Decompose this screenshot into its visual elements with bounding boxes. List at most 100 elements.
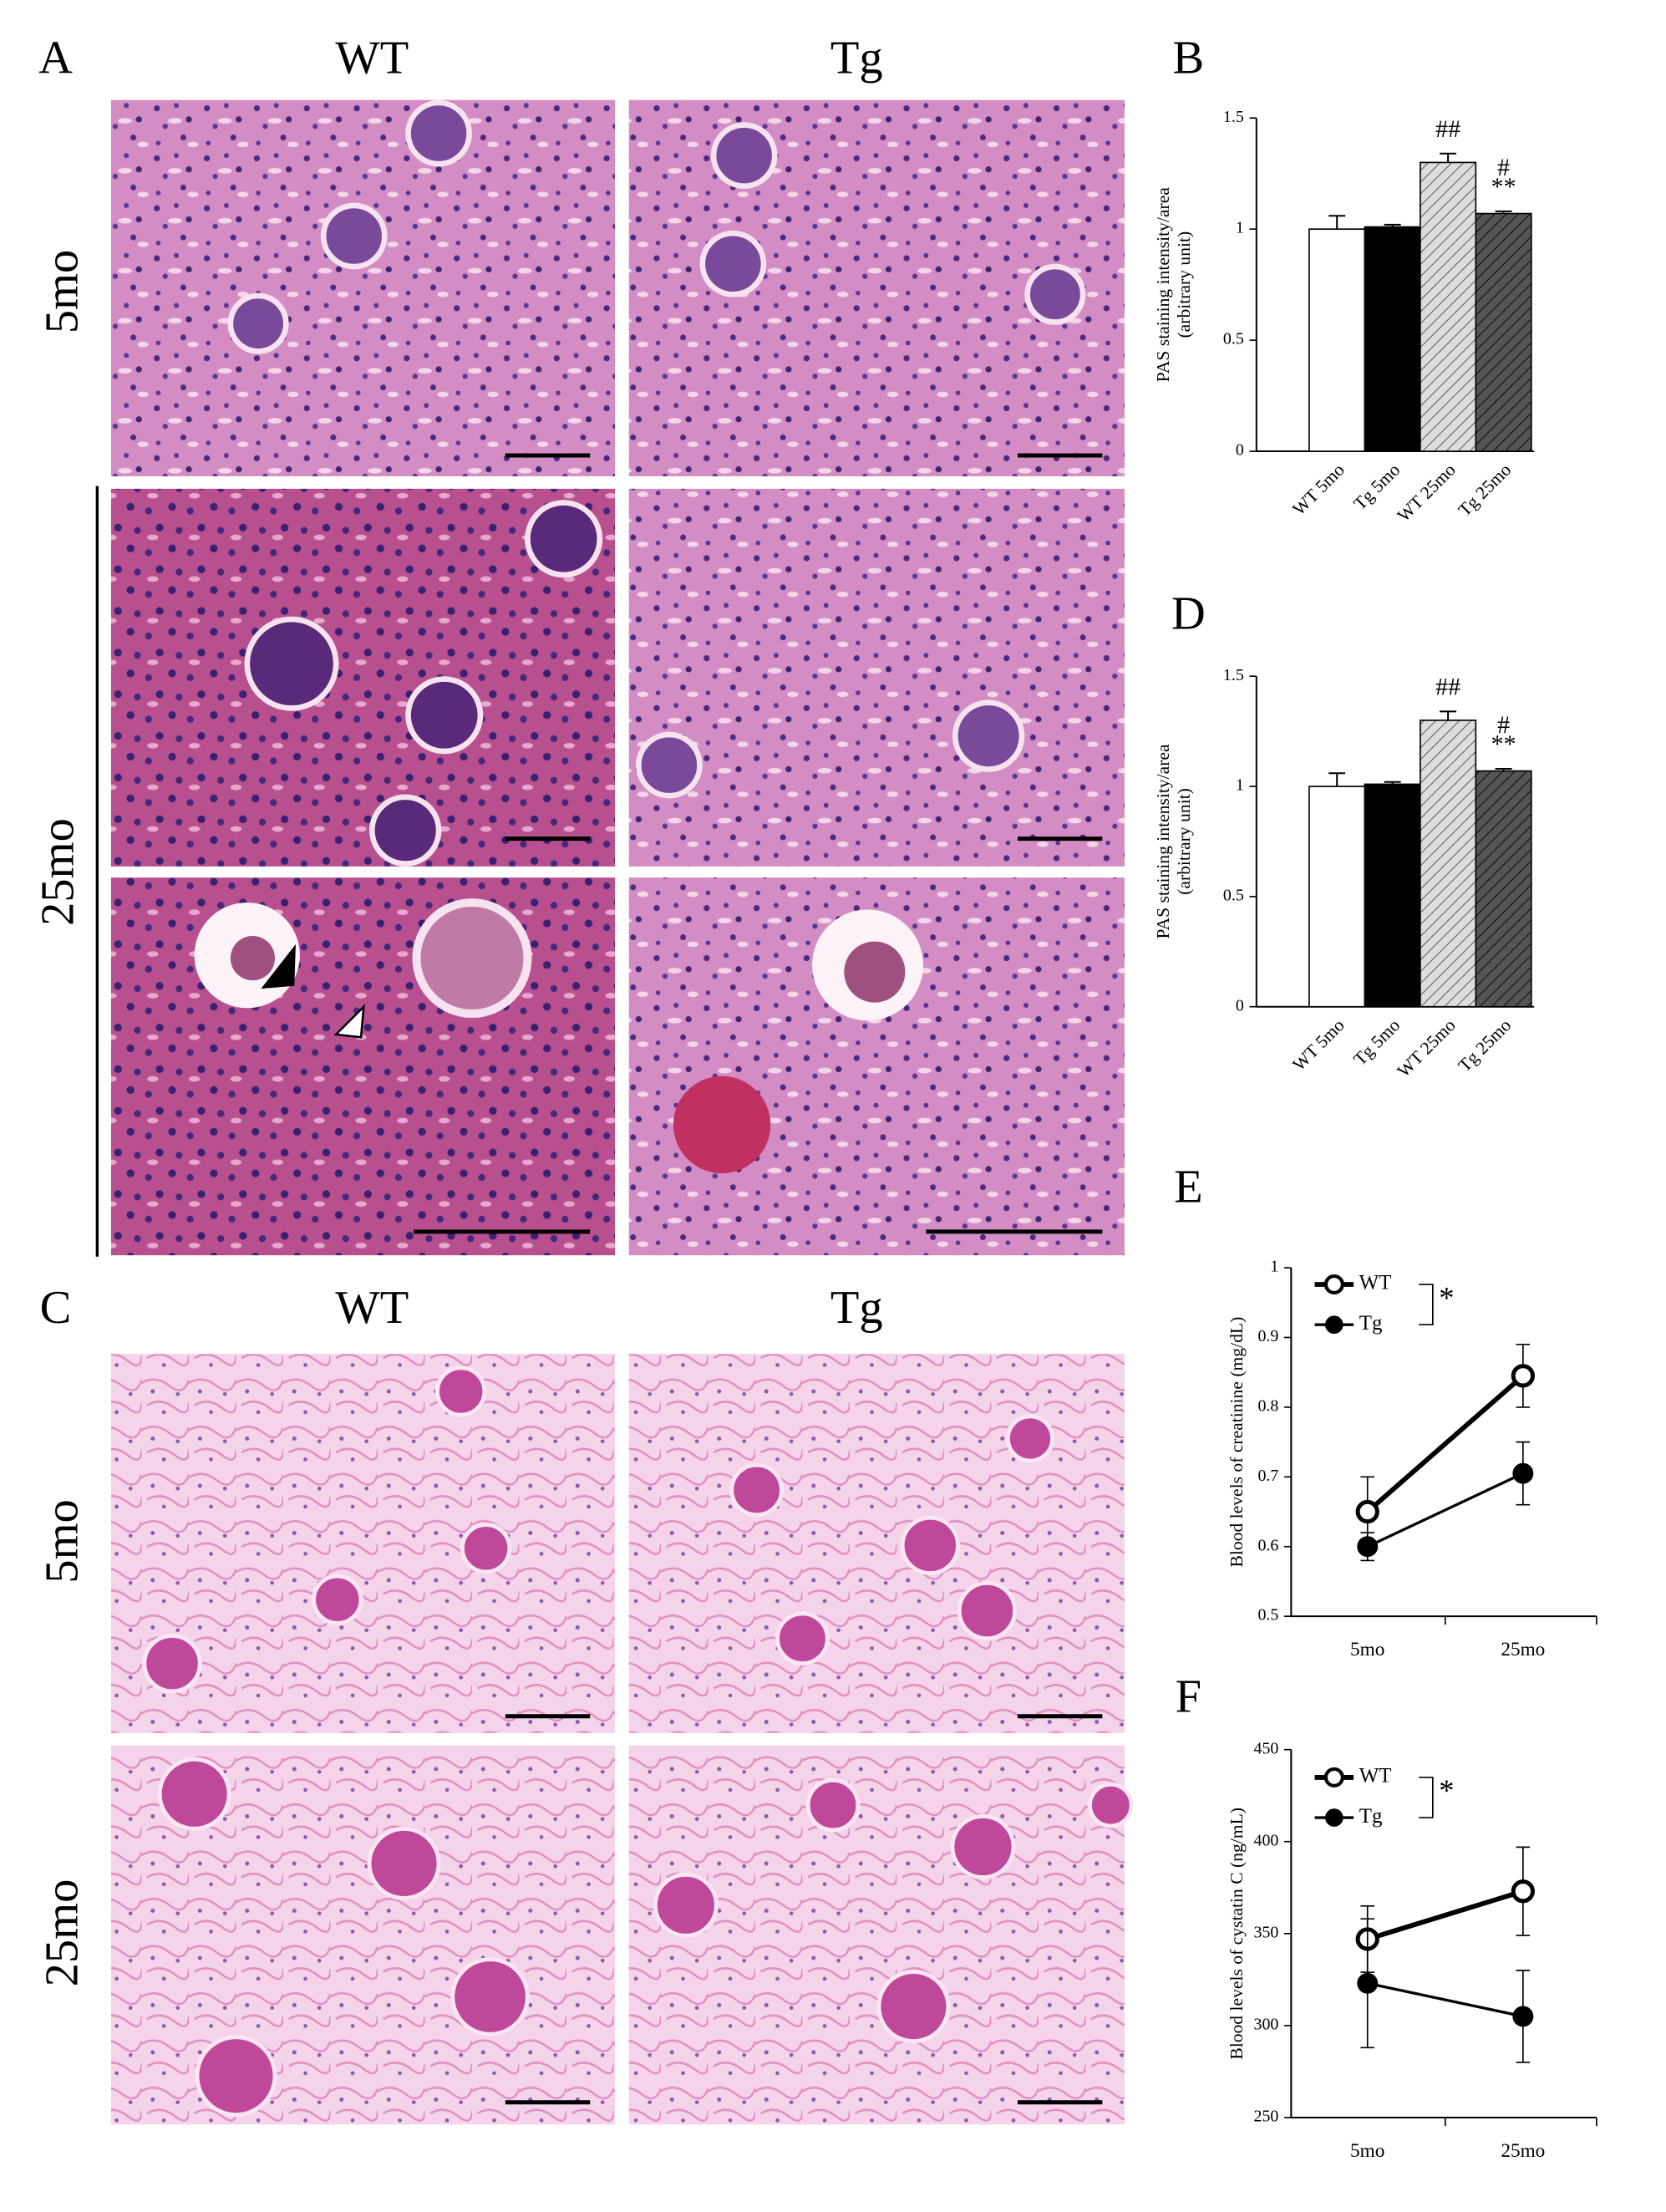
x-tick-label: WT 25mo: [1394, 1015, 1460, 1081]
significance: *: [1439, 1773, 1454, 1808]
error-bar: [1328, 215, 1346, 230]
row-label: 5mo: [37, 1499, 89, 1583]
error-bar: [1440, 710, 1457, 720]
y-tick-label: 0: [1236, 441, 1244, 460]
legend-label: Tg: [1359, 1312, 1383, 1335]
y-axis-label: PAS staining intensity/area: [1153, 744, 1173, 939]
y-tick-label: 0.7: [1257, 1467, 1278, 1485]
y-axis-label: Blood levels of cystatin C (ng/mL): [1227, 1808, 1247, 2060]
y-tick-label: 1: [1236, 219, 1244, 237]
bar-hatch: [1476, 770, 1531, 1007]
bar-hatch: [1420, 162, 1476, 452]
marker: [1357, 1972, 1379, 1994]
y-tick-label: 400: [1253, 1831, 1278, 1849]
error-bar: [1495, 210, 1512, 214]
bar-hatch: [1476, 213, 1531, 452]
legend-marker: [1323, 1767, 1344, 1787]
panel-label: E: [1174, 1162, 1203, 1213]
x-tick-label: 5mo: [1350, 1639, 1384, 1660]
bar-hatch: [1420, 720, 1476, 1007]
x-tick-label: 25mo: [1501, 2140, 1545, 2162]
micrograph: [110, 99, 616, 476]
legend-label: WT: [1359, 1765, 1392, 1787]
y-axis-label: Blood levels of creatinine (mg/dL): [1227, 1317, 1247, 1568]
panel-label: B: [1173, 33, 1205, 84]
x-tick-label: WT 5mo: [1288, 1015, 1348, 1075]
significance: *: [1439, 1280, 1454, 1314]
annotation: #: [1497, 154, 1510, 181]
scale-bars: [505, 1714, 1103, 2105]
annotation: **: [1491, 173, 1516, 201]
row-label: 5mo: [37, 250, 89, 333]
series-line: [1366, 1889, 1524, 1942]
x-tick-label: 5mo: [1350, 2140, 1384, 2162]
legend-bracket: [1419, 1284, 1434, 1326]
bar: [1364, 783, 1421, 1008]
legend-label: WT: [1359, 1272, 1392, 1294]
y-tick-label: 0.5: [1223, 330, 1244, 348]
error-bar: [1328, 772, 1346, 787]
x-tick-label: Tg 5mo: [1349, 1015, 1404, 1070]
y-tick-label: 0.5: [1223, 886, 1244, 904]
y-tick-label: 250: [1253, 2108, 1278, 2126]
legend-marker: [1325, 1808, 1343, 1827]
series-line: [1367, 1981, 1524, 2018]
x-tick-label: 25mo: [1501, 1639, 1545, 1660]
error-bar: [1384, 781, 1401, 785]
error-bar: [1440, 152, 1457, 163]
y-tick-label: 1: [1270, 1258, 1278, 1276]
legend-marker: [1325, 1315, 1343, 1335]
error-bar: [1495, 767, 1512, 771]
marker: [1512, 2006, 1534, 2027]
y-tick-label: 350: [1253, 1923, 1278, 1941]
column-label: Tg: [830, 33, 883, 84]
y-tick-label: 0.5: [1257, 1606, 1278, 1625]
x-tick-label: WT 5mo: [1288, 460, 1348, 519]
micrograph: [110, 877, 616, 1256]
y-axis-label: (arbitrary unit): [1174, 231, 1194, 338]
y-axis-label: (arbitrary unit): [1174, 788, 1194, 895]
annotation: **: [1491, 730, 1516, 758]
bar: [1308, 228, 1366, 452]
y-tick-label: 0.6: [1257, 1536, 1278, 1554]
micrograph: [628, 488, 1125, 867]
x-tick-label: Tg 5mo: [1349, 460, 1404, 514]
annotation: ##: [1435, 115, 1460, 143]
legend-bracket: [1419, 1777, 1434, 1818]
micrographs-C: [110, 1354, 1134, 2125]
marker: [1357, 1536, 1379, 1558]
legend-marker: [1323, 1274, 1344, 1295]
series-line: [1367, 1472, 1524, 1548]
column-label: WT: [335, 1282, 409, 1334]
error-bar: [1384, 223, 1401, 227]
marker: [1511, 1879, 1535, 1904]
x-tick-label: Tg 25mo: [1455, 1015, 1516, 1076]
x-tick-label: WT 25mo: [1394, 460, 1460, 526]
legend-label: Tg: [1359, 1805, 1383, 1828]
marker: [1512, 1462, 1534, 1484]
panel-label: F: [1176, 1670, 1201, 1722]
y-tick-label: 0.8: [1257, 1396, 1278, 1415]
y-tick-label: 0: [1236, 996, 1244, 1014]
y-tick-label: 1: [1236, 776, 1244, 795]
panel-label: D: [1171, 587, 1206, 639]
bar: [1308, 786, 1366, 1008]
x-tick-label: Tg 25mo: [1455, 460, 1516, 521]
y-axis-label: PAS staining intensity/area: [1153, 187, 1173, 383]
panel-label: A: [38, 33, 73, 84]
y-tick-label: 300: [1253, 2016, 1278, 2034]
micrograph: [628, 1745, 1125, 2125]
marker: [1355, 1499, 1379, 1524]
column-label: Tg: [830, 1282, 883, 1334]
y-tick-label: 1.5: [1223, 666, 1244, 684]
annotation: ##: [1435, 674, 1460, 701]
y-tick-label: 450: [1253, 1739, 1278, 1757]
y-tick-label: 1.5: [1223, 108, 1244, 126]
row-label: 25mo: [37, 1879, 89, 1987]
annotation: #: [1497, 711, 1510, 739]
micrograph: [628, 1354, 1125, 1733]
marker: [1511, 1364, 1535, 1388]
row-label: 25mo: [33, 818, 84, 926]
scale-bars: [414, 453, 1103, 1234]
